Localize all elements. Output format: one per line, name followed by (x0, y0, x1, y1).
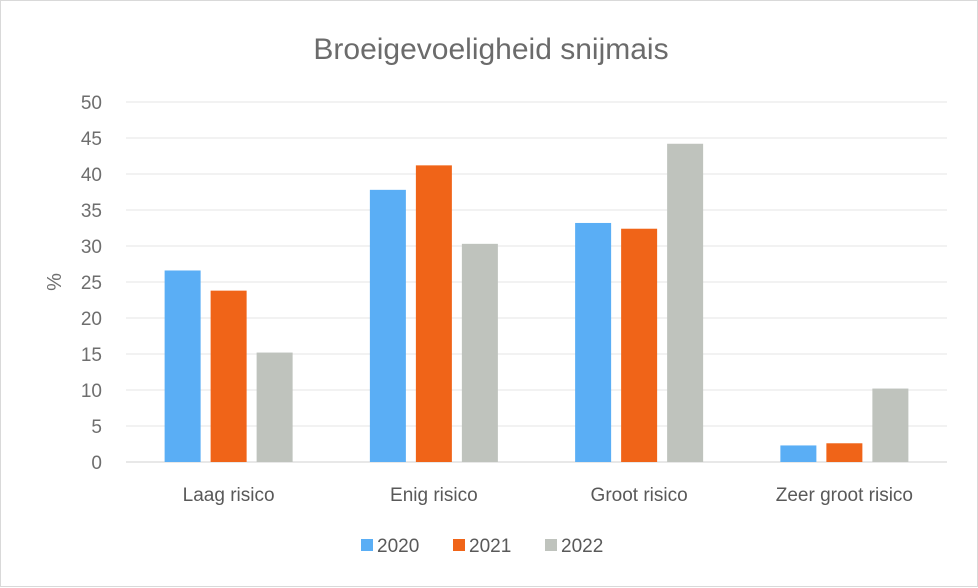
bar-2020 (575, 222, 612, 462)
y-tick-label: 20 (81, 309, 102, 330)
y-tick-label: 15 (81, 345, 102, 366)
legend-swatch-2020 (361, 539, 373, 551)
legend-swatch-2022 (545, 539, 557, 551)
bar-2021 (826, 443, 863, 462)
y-tick-label: 45 (81, 129, 102, 150)
bar-2021 (210, 290, 247, 462)
y-tick-label: 35 (81, 201, 102, 222)
y-tick-label: 25 (81, 273, 102, 294)
bar-2022 (667, 143, 704, 462)
legend-label: 2021 (469, 536, 511, 557)
legend-label: 2020 (377, 536, 419, 557)
bar-2020 (164, 270, 201, 462)
legend: 2020 2021 2022 (361, 536, 603, 557)
y-tick-label: 40 (81, 165, 102, 186)
y-tick-label: 50 (81, 93, 102, 114)
y-tick-label: 10 (81, 381, 102, 402)
y-axis-label: % (44, 273, 66, 291)
y-tick-label: 5 (91, 417, 102, 438)
category-label: Zeer groot risico (776, 485, 913, 506)
bar-2022 (872, 388, 909, 462)
category-label: Laag risico (183, 485, 275, 506)
legend-label: 2022 (561, 536, 603, 557)
bar-2021 (621, 228, 658, 462)
gridlines (126, 101, 947, 463)
y-axis-ticks: 0 5 10 15 20 25 30 35 40 45 50 (81, 93, 102, 474)
category-labels: Laag risico Enig risico Groot risico Zeer g… (183, 485, 913, 506)
category-label: Groot risico (591, 485, 688, 506)
bar-2020 (369, 189, 406, 462)
y-tick-label: 0 (91, 453, 102, 474)
legend-swatch-2021 (453, 539, 465, 551)
bar-2021 (415, 165, 452, 463)
bar-2020 (780, 445, 817, 462)
bar-2022 (461, 243, 498, 462)
bar-2022 (256, 352, 293, 462)
bars (164, 143, 909, 463)
category-label: Enig risico (390, 485, 478, 506)
chart-title: Broeigevoeligheid snijmais (313, 33, 668, 66)
y-tick-label: 30 (81, 237, 102, 258)
